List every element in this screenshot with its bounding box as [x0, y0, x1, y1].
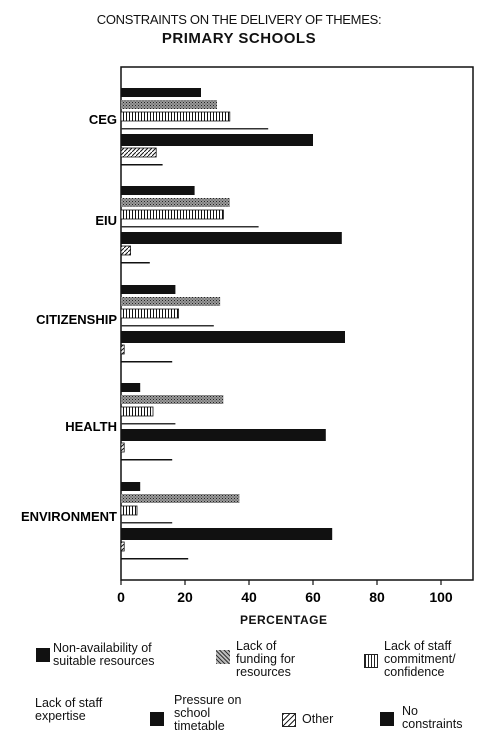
bar-citizenship-series-3 — [121, 325, 214, 327]
plot-border — [120, 66, 474, 581]
category-labels: CEG EIU CITIZENSHIP HEALTH ENVIRONMENT — [21, 112, 117, 524]
bar-ceg-series-0 — [121, 88, 201, 97]
legend-swatch-black — [36, 648, 50, 662]
legend-swatch-vlines — [364, 654, 378, 668]
bar-eiu-series-5 — [120, 245, 131, 256]
bar-citizenship-series-2 — [120, 308, 179, 319]
chart-title: CONSTRAINTS ON THE DELIVERY OF THEMES: — [96, 12, 382, 27]
bar-eiu-series-6 — [121, 262, 150, 264]
bar-citizenship-series-6 — [121, 361, 173, 363]
chart-subtitle: PRIMARY SCHOOLS — [161, 30, 317, 47]
x-tick-label: 20 — [177, 589, 193, 605]
bar-health-series-5 — [120, 442, 125, 453]
tick-group: 0 20 40 60 80 100 — [117, 580, 453, 605]
bar-environment-series-6 — [121, 558, 189, 560]
legend-label: Lack of staff commitment/confidence — [384, 639, 456, 679]
bar-ceg-series-1 — [121, 100, 217, 109]
bar-citizenship-series-5 — [120, 344, 125, 355]
bar-eiu-series-3 — [121, 226, 259, 228]
bar-health-series-3 — [121, 423, 176, 425]
bar-environment-series-5 — [120, 541, 125, 552]
bar-ceg-series-4 — [121, 134, 313, 146]
bar-citizenship-series-0 — [121, 285, 176, 294]
legend-label: Non-availability of suitable resources — [53, 641, 155, 668]
bar-citizenship-series-4 — [121, 331, 345, 343]
x-axis-label: PERCENTAGE — [240, 613, 328, 627]
bar-health-series-6 — [121, 459, 173, 461]
x-tick-label: 0 — [117, 589, 125, 605]
bar-ceg-series-3 — [121, 128, 269, 130]
bar-ceg-series-2 — [120, 111, 231, 122]
bar-health-series-4 — [121, 429, 326, 441]
x-tick-label: 80 — [369, 589, 385, 605]
bar-eiu-series-2 — [120, 209, 224, 220]
bar-environment-series-0 — [121, 482, 141, 491]
bar-environment-series-1 — [121, 494, 240, 503]
plot-frame — [120, 66, 474, 581]
category-label: ENVIRONMENT — [21, 509, 117, 524]
legend-label: Other — [302, 712, 334, 726]
bar-health-series-0 — [121, 383, 141, 392]
legend-swatch-black — [380, 712, 394, 726]
x-tick-label: 40 — [241, 589, 257, 605]
bar-health-series-1 — [121, 395, 224, 404]
bar-eiu-series-1 — [121, 198, 230, 207]
bar-environment-series-2 — [120, 505, 138, 516]
legend-label: Lack of staff expertise — [35, 696, 103, 723]
category-label: CEG — [89, 112, 117, 127]
legend-label: No constraints — [402, 704, 463, 731]
bar-health-series-2 — [120, 406, 154, 417]
bar-group — [120, 88, 345, 560]
legend-swatch-black — [150, 712, 164, 726]
bar-environment-series-4 — [121, 528, 333, 540]
bar-environment-series-3 — [121, 522, 173, 524]
bar-eiu-series-4 — [121, 232, 342, 244]
category-label: CITIZENSHIP — [36, 312, 117, 327]
bar-ceg-series-6 — [121, 164, 163, 166]
bar-ceg-series-5 — [120, 147, 157, 158]
category-label: HEALTH — [65, 419, 117, 434]
legend-label: Pressure on school timetable — [174, 693, 242, 733]
bar-eiu-series-0 — [121, 186, 195, 195]
x-tick-label: 100 — [429, 589, 453, 605]
legend-swatch-dots — [216, 650, 230, 664]
x-tick-label: 60 — [305, 589, 321, 605]
legend-label: Lack of funding for resources — [236, 639, 296, 679]
bar-citizenship-series-1 — [121, 297, 221, 306]
category-label: EIU — [95, 213, 117, 228]
legend-swatch-diag — [282, 713, 296, 727]
